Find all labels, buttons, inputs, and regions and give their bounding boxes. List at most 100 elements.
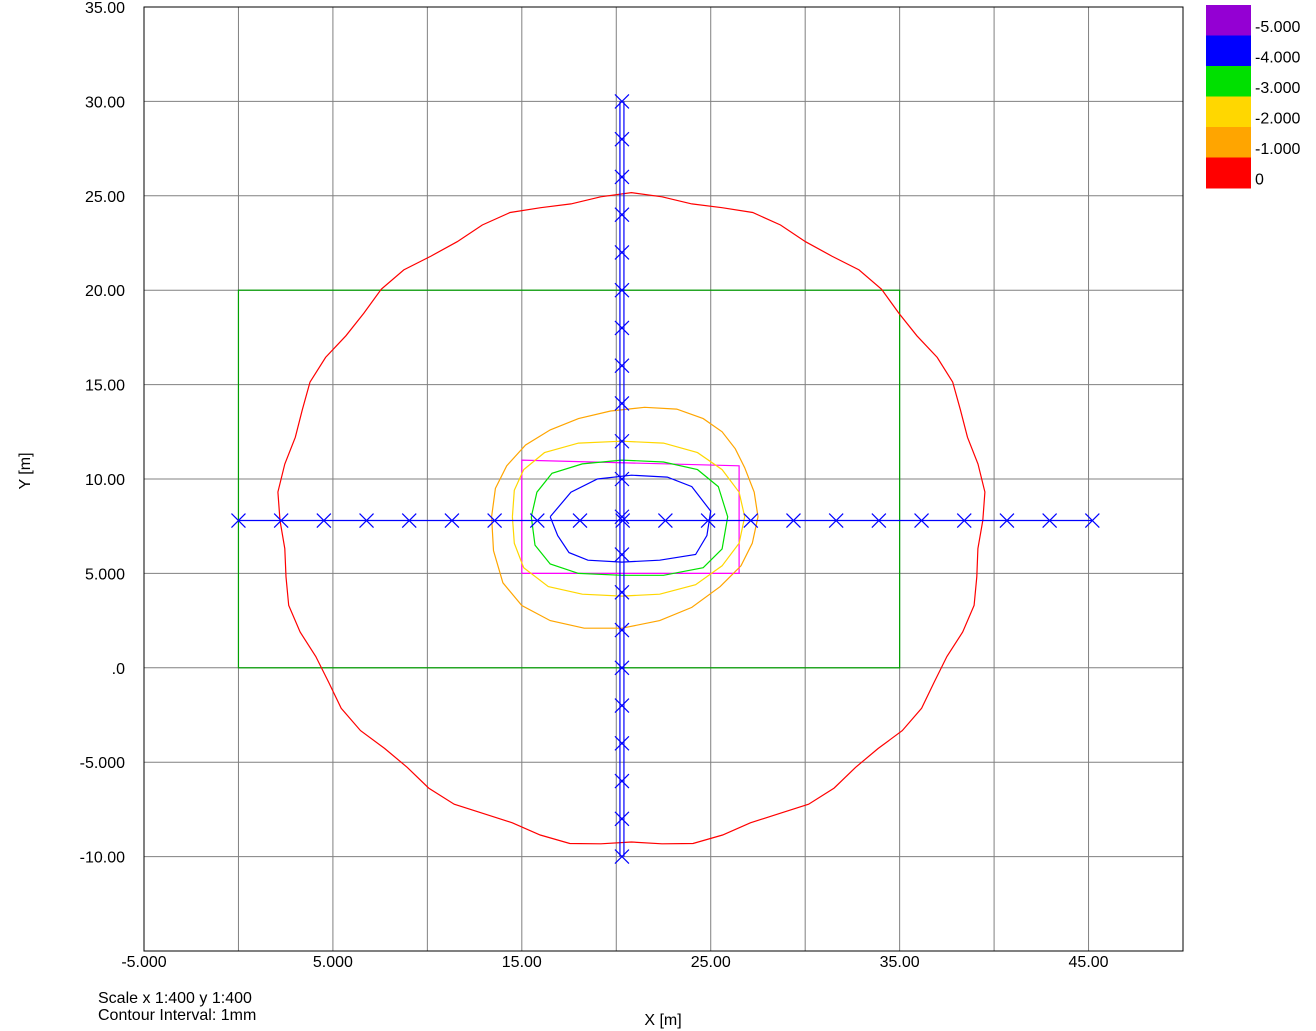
marker-stroke xyxy=(615,513,631,528)
survey-point-marker xyxy=(615,513,631,528)
survey-point-marker xyxy=(401,513,417,528)
y-tick-labels: 35.00 30.00 25.00 20.00 15.00 10.00 5.000 .0 -5.… xyxy=(80,0,125,867)
y-tick-label: .0 xyxy=(112,661,125,678)
plot-shapes xyxy=(237,191,986,845)
x-tick-label: 15.00 xyxy=(502,954,542,971)
y-tick-label: 5.000 xyxy=(85,566,125,583)
marker-stroke xyxy=(657,513,673,528)
y-tick-label: 30.00 xyxy=(85,94,125,111)
marker-stroke xyxy=(614,622,630,638)
legend-label: -1.000 xyxy=(1255,141,1300,158)
marker-stroke xyxy=(444,513,460,528)
legend-swatch xyxy=(1206,96,1251,128)
legend-swatch xyxy=(1206,127,1251,158)
survey-point-marker xyxy=(700,513,716,528)
survey-point-marker xyxy=(614,396,630,411)
y-axis-title: Y [m] xyxy=(17,452,34,489)
marker-stroke xyxy=(828,513,844,528)
marker-stroke xyxy=(614,471,630,487)
marker-stroke xyxy=(614,735,630,751)
marker-stroke xyxy=(614,131,630,147)
y-tick-label: 35.00 xyxy=(85,0,125,17)
survey-point-marker xyxy=(529,513,545,528)
contour-line xyxy=(530,459,729,576)
marker-stroke xyxy=(614,169,630,185)
survey-point-marker xyxy=(614,433,630,449)
marker-stroke xyxy=(614,849,630,865)
marker-stroke xyxy=(614,773,630,789)
marker-stroke xyxy=(956,513,972,528)
marker-stroke xyxy=(1042,513,1058,528)
marker-stroke xyxy=(614,282,630,298)
marker-stroke xyxy=(401,513,417,528)
marker-stroke xyxy=(614,660,630,676)
marker-stroke xyxy=(359,513,374,528)
y-tick-label: 10.00 xyxy=(85,472,125,489)
marker-stroke xyxy=(614,396,630,411)
survey-point-marker xyxy=(614,735,630,751)
survey-point-marker xyxy=(614,584,630,600)
x-tick-label: 35.00 xyxy=(880,954,920,971)
marker-stroke xyxy=(231,513,246,528)
y-tick-label: -5.000 xyxy=(80,755,125,772)
plot-frame xyxy=(143,6,1184,952)
scale-text: Scale x 1:400 y 1:400 xyxy=(98,990,252,1007)
legend-label: -2.000 xyxy=(1255,111,1300,128)
legend-label: 0 xyxy=(1255,172,1264,189)
marker-stroke xyxy=(1084,513,1100,528)
survey-point-marker xyxy=(614,773,630,789)
marker-stroke xyxy=(316,513,332,528)
marker-stroke xyxy=(487,513,503,528)
outline-rectangle xyxy=(521,459,740,575)
x-tick-label: 45.00 xyxy=(1069,954,1109,971)
survey-point-marker xyxy=(359,513,374,528)
y-tick-label: 25.00 xyxy=(85,189,125,206)
survey-point-marker xyxy=(914,513,929,528)
contour-line xyxy=(549,474,712,563)
survey-points xyxy=(231,93,1100,865)
x-axis-title: X [m] xyxy=(644,1012,681,1029)
survey-point-marker xyxy=(614,660,630,676)
marker-stroke xyxy=(273,513,289,528)
survey-point-marker xyxy=(956,513,972,528)
outline-rectangle xyxy=(237,289,901,669)
marker-stroke xyxy=(614,320,630,336)
y-tick-label: -10.00 xyxy=(80,850,125,867)
survey-point-marker xyxy=(614,169,630,185)
marker-stroke xyxy=(614,207,630,223)
survey-point-marker xyxy=(614,282,630,298)
marker-stroke xyxy=(786,513,801,528)
survey-point-marker xyxy=(1042,513,1058,528)
survey-point-marker xyxy=(871,513,887,528)
legend-label: -4.000 xyxy=(1255,50,1300,67)
contour-interval-text: Contour Interval: 1mm xyxy=(98,1007,257,1024)
marker-stroke xyxy=(614,698,630,713)
contour-line xyxy=(511,440,746,597)
survey-point-marker xyxy=(786,513,801,528)
marker-stroke xyxy=(999,513,1015,528)
survey-point-marker xyxy=(273,513,289,528)
marker-stroke xyxy=(914,513,929,528)
survey-point-marker xyxy=(614,245,630,260)
marker-stroke xyxy=(614,584,630,600)
survey-point-marker xyxy=(487,513,503,528)
x-tick-label: 5.000 xyxy=(313,954,353,971)
survey-point-marker xyxy=(614,698,630,713)
marker-stroke xyxy=(700,513,716,528)
marker-stroke xyxy=(614,509,630,525)
survey-point-marker xyxy=(231,513,246,528)
marker-stroke xyxy=(529,513,545,528)
legend-label: -3.000 xyxy=(1255,80,1300,97)
survey-point-marker xyxy=(1084,513,1100,528)
survey-point-marker xyxy=(614,547,630,562)
survey-point-marker xyxy=(657,513,673,528)
survey-point-marker xyxy=(614,131,630,147)
survey-point-marker xyxy=(614,207,630,223)
grid xyxy=(143,6,1184,952)
survey-point-marker xyxy=(614,471,630,487)
survey-point-marker xyxy=(316,513,332,528)
legend: -5.000 -4.000 -3.000 -2.000 -1.000 0 xyxy=(1206,5,1300,189)
legend-swatch xyxy=(1206,35,1251,67)
x-tick-label: -5.000 xyxy=(121,954,166,971)
